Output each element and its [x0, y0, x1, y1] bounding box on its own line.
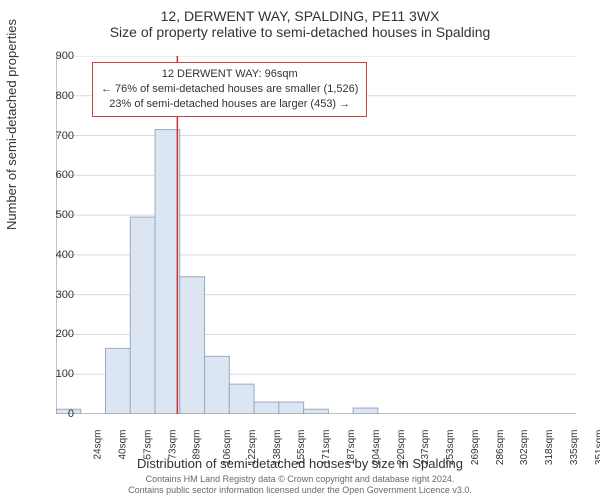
- footer-line1: Contains HM Land Registry data © Crown c…: [0, 474, 600, 485]
- y-tick-label: 200: [34, 328, 74, 340]
- annotation-line2: ← 76% of semi-detached houses are smalle…: [101, 82, 358, 97]
- y-tick-label: 0: [34, 408, 74, 420]
- annotation-line3: 23% of semi-detached houses are larger (…: [101, 97, 358, 112]
- x-tick-label: 24sqm: [93, 430, 104, 460]
- footer-line2: Contains public sector information licen…: [0, 485, 600, 496]
- x-tick-label: 89sqm: [192, 430, 203, 460]
- x-tick-label: 73sqm: [167, 430, 178, 460]
- annotation-box: 12 DERWENT WAY: 96sqm ← 76% of semi-deta…: [92, 62, 367, 117]
- annotation-line1: 12 DERWENT WAY: 96sqm: [101, 67, 358, 82]
- y-tick-label: 600: [34, 169, 74, 181]
- chart-plot-area: 12 DERWENT WAY: 96sqm ← 76% of semi-deta…: [56, 56, 576, 414]
- x-tick-label: 40sqm: [118, 430, 129, 460]
- y-tick-label: 700: [34, 130, 74, 142]
- y-tick-label: 800: [34, 90, 74, 102]
- y-tick-label: 900: [34, 50, 74, 62]
- y-tick-label: 500: [34, 209, 74, 221]
- footer-attribution: Contains HM Land Registry data © Crown c…: [0, 474, 600, 496]
- y-tick-label: 300: [34, 289, 74, 301]
- y-tick-label: 400: [34, 249, 74, 261]
- x-tick-label: 57sqm: [142, 430, 153, 460]
- chart-title-block: 12, DERWENT WAY, SPALDING, PE11 3WX Size…: [0, 0, 600, 40]
- chart-title-line1: 12, DERWENT WAY, SPALDING, PE11 3WX: [0, 8, 600, 24]
- chart-title-line2: Size of property relative to semi-detach…: [0, 24, 600, 40]
- x-axis-label: Distribution of semi-detached houses by …: [0, 456, 600, 471]
- y-axis-label: Number of semi-detached properties: [4, 19, 19, 230]
- y-tick-label: 100: [34, 368, 74, 380]
